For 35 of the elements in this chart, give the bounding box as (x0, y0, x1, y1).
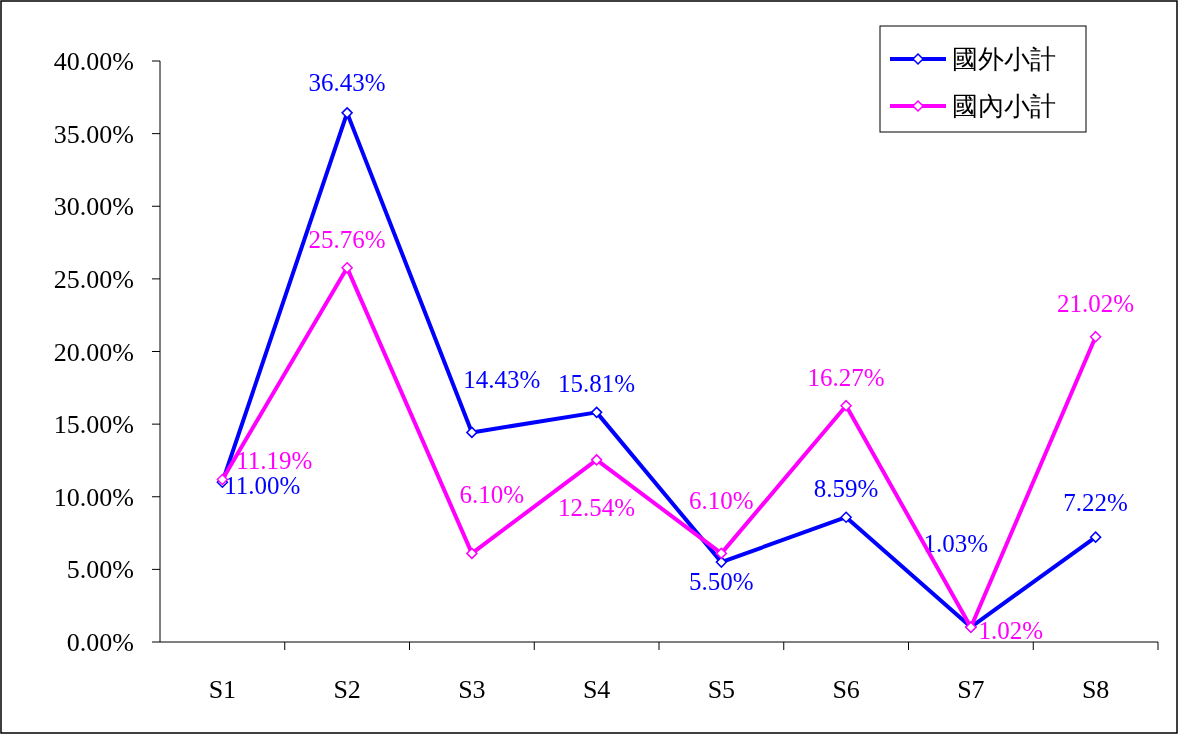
data-label: 1.03% (923, 530, 989, 558)
y-tick-label: 5.00% (66, 555, 134, 585)
data-label: 11.00% (224, 472, 301, 500)
data-label: 5.50% (689, 568, 754, 596)
data-label: 16.27% (807, 363, 885, 391)
data-label: 36.43% (308, 68, 386, 96)
data-label: 12.54% (558, 493, 636, 521)
y-tick-label: 10.00% (53, 482, 134, 512)
y-tick-label: 25.00% (53, 264, 134, 294)
x-tick-label: S6 (832, 675, 860, 704)
legend-label: 國內小計 (952, 91, 1056, 122)
x-tick-label: S2 (333, 675, 361, 704)
x-tick-label: S7 (957, 675, 985, 704)
x-tick-label: S8 (1081, 675, 1110, 704)
y-tick-label: 20.00% (53, 337, 134, 367)
y-tick-label: 40.00% (53, 47, 134, 77)
y-tick-label: 0.00% (66, 628, 134, 658)
y-tick-label: 30.00% (53, 192, 134, 222)
data-label: 6.10% (689, 487, 754, 515)
data-label: 15.81% (558, 370, 636, 398)
x-tick-label: S4 (582, 675, 611, 704)
y-tick-label: 15.00% (53, 410, 134, 440)
data-label: 21.02% (1057, 289, 1135, 317)
data-label: 11.19% (236, 447, 313, 475)
data-label: 25.76% (308, 225, 386, 253)
x-tick-label: S1 (208, 675, 237, 704)
data-label: 8.59% (813, 475, 879, 503)
data-label: 6.10% (459, 481, 525, 509)
data-label: 14.43% (463, 366, 541, 394)
x-tick-label: S5 (707, 675, 736, 704)
y-tick-label: 35.00% (53, 119, 134, 149)
x-tick-label: S3 (458, 675, 486, 704)
data-label: 7.22% (1063, 489, 1128, 517)
legend-label: 國外小計 (952, 44, 1056, 75)
data-label: 1.02% (978, 617, 1044, 645)
